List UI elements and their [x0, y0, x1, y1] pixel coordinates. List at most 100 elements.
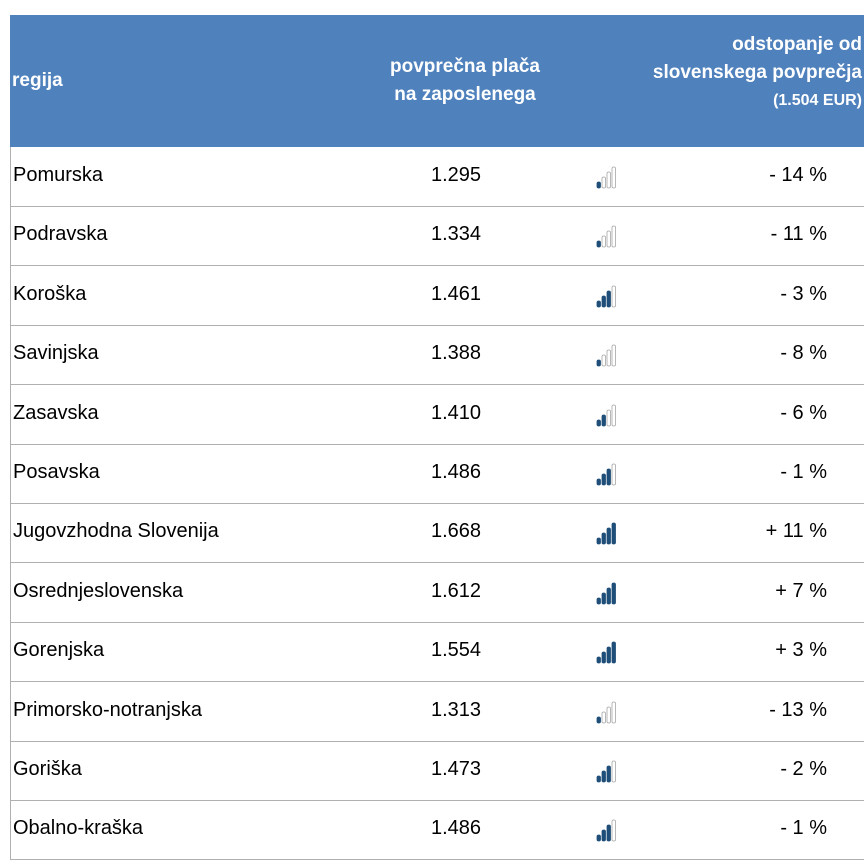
- signal-bar: [611, 404, 616, 426]
- signal-icon: [596, 819, 616, 842]
- signal-icon: [596, 701, 616, 723]
- signal-bar: [596, 359, 601, 367]
- table-row: Posavska 1.486 - 1 %: [10, 444, 864, 504]
- signal-icon: [596, 344, 616, 367]
- signal-bar: [606, 646, 611, 664]
- table-cell: 1.486: [431, 817, 482, 840]
- table-cell: + 3 %: [775, 639, 827, 662]
- signal-bar: [601, 473, 606, 486]
- table-row: Podravska 1.334 - 11 %: [10, 206, 864, 267]
- header-cell: odstopanje od slovenskega povprečja (1.5…: [653, 31, 862, 115]
- signal-bar: [606, 527, 611, 545]
- table-row: Primorsko-notranjska 1.313 - 13 %: [10, 681, 864, 742]
- signal-bar: [596, 775, 601, 783]
- table-cell: Osrednjeslovenska: [13, 579, 184, 602]
- signal-icon: [596, 404, 616, 426]
- signal-bar: [606, 468, 611, 486]
- signal-bar: [606, 824, 611, 842]
- table-cell: - 11 %: [770, 223, 827, 246]
- table-cell: 1.313: [431, 698, 482, 721]
- signal-bar: [601, 295, 606, 308]
- header-cell: povprečna plača na zaposlenega: [350, 53, 580, 109]
- signal-bar: [611, 522, 616, 545]
- signal-bar: [606, 587, 611, 605]
- signal-bar: [601, 770, 606, 783]
- table-row: Zasavska 1.410 - 6 %: [10, 384, 864, 445]
- signal-bar: [601, 829, 606, 842]
- table-cell: - 1 %: [780, 817, 827, 840]
- signal-bar: [606, 349, 611, 367]
- table-cell: 1.388: [431, 342, 482, 365]
- signal-bar: [611, 463, 616, 486]
- signal-bar: [606, 290, 611, 308]
- table-cell: Obalno-kraška: [13, 817, 144, 840]
- signal-bar: [601, 532, 606, 545]
- signal-bar: [601, 235, 606, 248]
- table-row: Obalno-kraška 1.486 - 1 %: [10, 800, 864, 860]
- signal-bar: [596, 537, 601, 545]
- signal-bar: [596, 300, 601, 308]
- signal-bar: [596, 656, 601, 664]
- signal-bar: [596, 181, 601, 189]
- signal-icon: [596, 760, 616, 783]
- table-cell: 1.473: [431, 758, 482, 780]
- table-cell: - 13 %: [769, 698, 827, 721]
- signal-bar: [601, 711, 606, 723]
- signal-icon: [596, 582, 616, 605]
- table-cell: 1.410: [431, 401, 482, 424]
- header-line: odstopanje od: [732, 34, 862, 55]
- signal-bar: [611, 225, 616, 248]
- table-cell: 1.554: [431, 639, 482, 662]
- signal-bar: [611, 166, 616, 189]
- signal-bar: [601, 176, 606, 189]
- signal-bar: [606, 706, 611, 723]
- signal-bar: [596, 834, 601, 842]
- table-row: Savinjska 1.388 - 8 %: [10, 325, 864, 386]
- signal-bar: [596, 240, 601, 248]
- table-cell: - 2 %: [780, 758, 827, 780]
- signal-icon: [596, 225, 616, 248]
- table-cell: 1.334: [431, 223, 482, 246]
- table-cell: 1.612: [431, 579, 482, 602]
- signal-bar: [611, 819, 616, 842]
- table-cell: + 11 %: [765, 520, 827, 543]
- signal-icon: [596, 463, 616, 486]
- signal-bar: [611, 582, 616, 605]
- table-cell: Jugovzhodna Slovenija: [13, 520, 219, 543]
- header-line: na zaposlenega: [394, 84, 536, 105]
- signal-bar: [596, 716, 601, 723]
- signal-bar: [601, 651, 606, 664]
- table-row: Koroška 1.461 - 3 %: [10, 265, 864, 326]
- signal-bar: [606, 765, 611, 783]
- signal-bar: [611, 641, 616, 664]
- table-cell: Koroška: [13, 282, 87, 305]
- table-cell: Gorenjska: [13, 639, 105, 662]
- table-cell: 1.486: [431, 461, 482, 483]
- signal-bar: [601, 592, 606, 605]
- table-row: Goriška 1.473 - 2 %: [10, 741, 864, 801]
- table-row: Jugovzhodna Slovenija 1.668 + 11 %: [10, 503, 864, 564]
- header-line: povprečna plača: [390, 56, 540, 77]
- table-cell: 1.668: [431, 520, 482, 543]
- signal-bar: [611, 701, 616, 723]
- table-header: regija povprečna plača na zaposlenega od…: [10, 15, 864, 147]
- table-cell: Goriška: [13, 758, 82, 780]
- signal-bar: [611, 344, 616, 367]
- table-cell: Savinjska: [13, 342, 99, 365]
- table-cell: - 6 %: [780, 401, 827, 424]
- table-cell: Zasavska: [13, 401, 99, 424]
- signal-icon: [596, 285, 616, 308]
- signal-bar: [601, 354, 606, 367]
- signal-bar: [606, 171, 611, 189]
- signal-bar: [596, 419, 601, 426]
- table-cell: + 7 %: [775, 579, 827, 602]
- signal-bar: [596, 478, 601, 486]
- table-cell: - 3 %: [780, 282, 827, 305]
- table-cell: Posavska: [13, 461, 100, 483]
- header-line: slovenskega povprečja: [652, 62, 862, 83]
- table-row: Osrednjeslovenska 1.612 + 7 %: [10, 562, 864, 623]
- signal-bar: [601, 414, 606, 426]
- signal-bar: [606, 409, 611, 426]
- table-cell: Pomurska: [13, 164, 104, 186]
